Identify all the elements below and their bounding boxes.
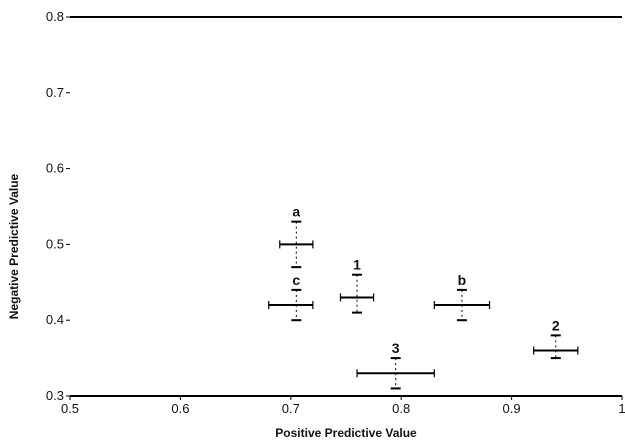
x-tick-label: 0.7 bbox=[282, 401, 300, 416]
axes: 0.5 0.6 0.7 0.8 0.9 1 0.3 0.4 0.5 0.6 0.7 0.8 bbox=[46, 9, 625, 416]
data-point: c bbox=[268, 272, 314, 322]
x-axis-label: Positive Predictive Value bbox=[275, 426, 417, 440]
point-label: 1 bbox=[353, 257, 361, 273]
y-tick-label: 0.5 bbox=[46, 236, 64, 251]
point-label: b bbox=[458, 272, 467, 288]
point-label: 2 bbox=[552, 317, 560, 333]
x-tick-label: 0.8 bbox=[392, 401, 410, 416]
data-point: a bbox=[279, 204, 314, 269]
x-tick-label: 0.9 bbox=[503, 401, 521, 416]
x-tick-label: 0.5 bbox=[61, 401, 79, 416]
y-tick-label: 0.6 bbox=[46, 161, 64, 176]
point-label: c bbox=[292, 272, 300, 288]
y-tick-label: 0.4 bbox=[46, 312, 64, 327]
y-tick-label: 0.8 bbox=[46, 9, 64, 24]
data-points: a c 1 b 3 2 bbox=[268, 204, 579, 390]
data-point: 3 bbox=[356, 340, 435, 390]
x-tick-label: 1 bbox=[618, 401, 625, 416]
data-point: b bbox=[433, 272, 491, 322]
y-tick-label: 0.3 bbox=[46, 388, 64, 403]
point-label: a bbox=[292, 204, 300, 220]
y-tick-label: 0.7 bbox=[46, 85, 64, 100]
y-axis-label: Negative Predictive Value bbox=[7, 173, 21, 319]
point-label: 3 bbox=[392, 340, 400, 356]
x-tick-label: 0.6 bbox=[171, 401, 189, 416]
data-point: 1 bbox=[339, 257, 375, 314]
data-point: 2 bbox=[533, 317, 579, 360]
